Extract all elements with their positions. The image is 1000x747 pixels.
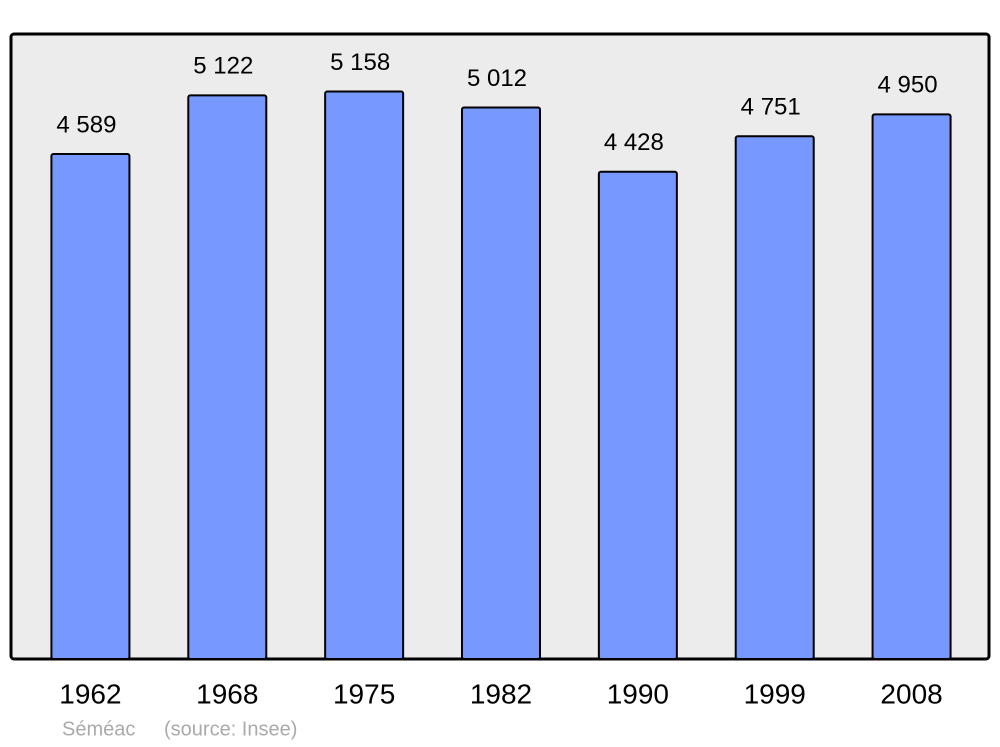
bar <box>461 106 541 660</box>
value-label: 4 950 <box>878 72 938 99</box>
x-tick-label: 2008 <box>880 678 942 709</box>
bar <box>597 170 678 660</box>
source-note: (source: Insee) <box>164 718 297 740</box>
x-tick-label: 1975 <box>333 678 395 709</box>
bar <box>734 135 815 660</box>
value-label: 5 122 <box>193 53 253 80</box>
x-tick-label: 1968 <box>196 678 258 709</box>
value-label: 4 589 <box>56 111 116 138</box>
value-label: 4 428 <box>604 129 664 156</box>
place-name: Séméac <box>62 718 135 740</box>
x-tick-label: 1990 <box>607 678 669 709</box>
bar <box>871 113 952 661</box>
value-label: 4 751 <box>741 94 801 121</box>
x-tick-label: 1962 <box>59 678 121 709</box>
x-tick-label: 1982 <box>470 678 532 709</box>
bar <box>324 90 405 661</box>
bar <box>50 153 131 661</box>
x-tick-label: 1999 <box>744 678 806 709</box>
bar <box>187 94 268 660</box>
value-label: 5 012 <box>467 65 527 92</box>
value-label: 5 158 <box>330 49 390 76</box>
